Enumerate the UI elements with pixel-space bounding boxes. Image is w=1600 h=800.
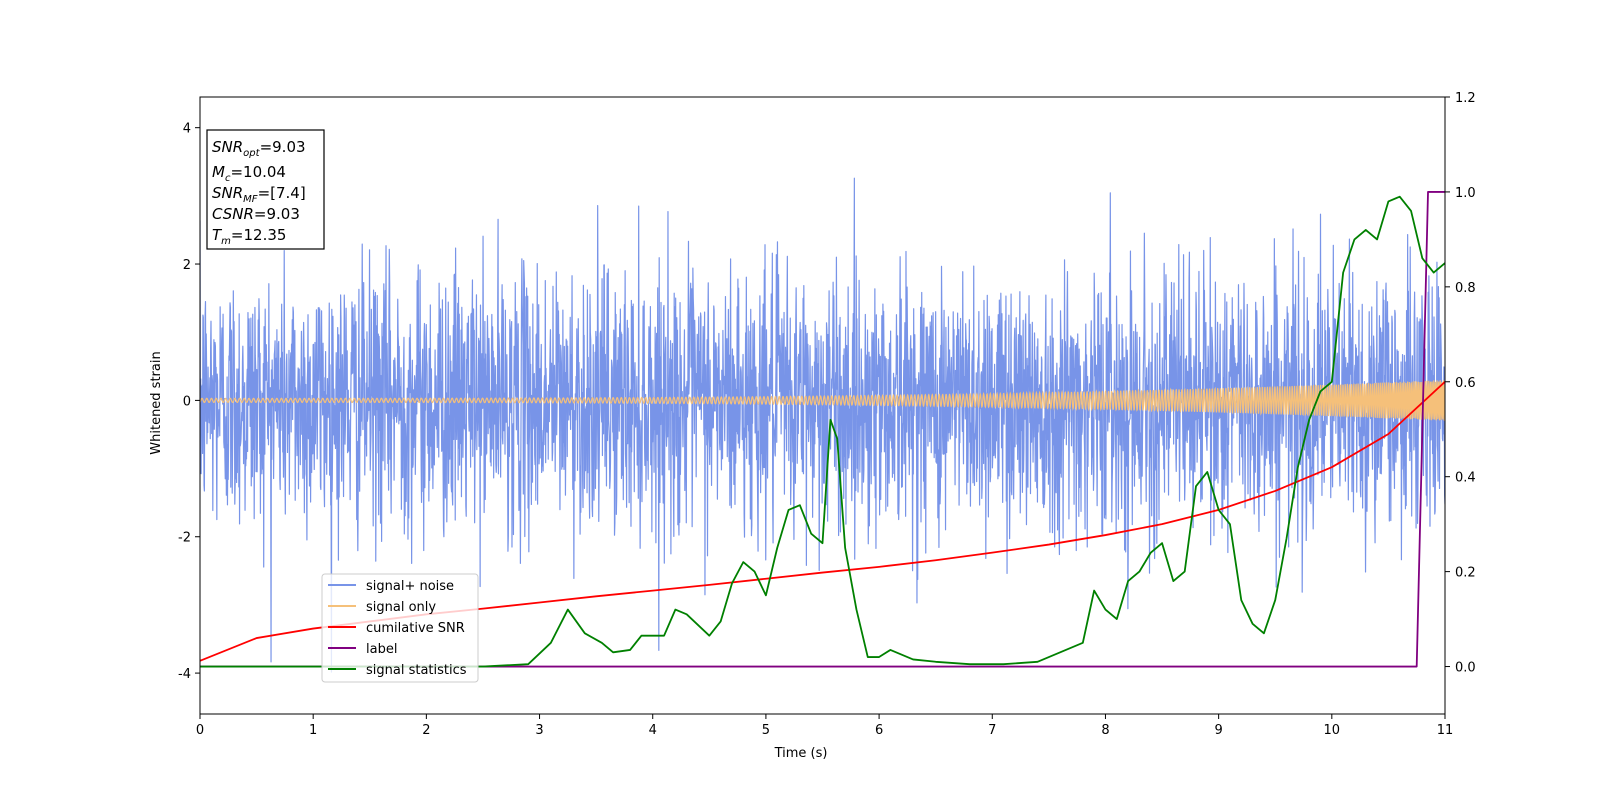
y-axis-label: Whitened strain [149,351,164,454]
x-tick-label: 1 [309,723,317,738]
info-snr-mf: SNRMF=[7.4] [212,184,306,205]
x-tick-label: 7 [988,723,996,738]
info-csnr: CSNR=9.03 [212,205,300,223]
left-y-ticks: 4 2 0 -2 -4 [178,122,200,682]
info-tm: Tm=12.35 [212,226,286,247]
y-left-tick-label: 0 [183,394,191,409]
info-mc: Mc=10.04 [212,163,286,184]
y-right-tick-label: 0.2 [1455,566,1476,581]
legend-label: signal only [366,600,436,615]
right-y-ticks: 1.2 1.0 0.8 0.6 0.4 0.2 0.0 [1445,91,1476,676]
y-right-tick-label: 0.8 [1455,281,1476,296]
x-tick-label: 5 [762,723,770,738]
x-tick-label: 9 [1214,723,1222,738]
x-tick-label: 2 [422,723,430,738]
plot-frame [199,96,1446,715]
y-right-tick-label: 0.4 [1455,471,1476,486]
x-tick-label: 11 [1437,723,1454,738]
legend-label: label [366,642,397,657]
axes [199,96,1446,715]
y-right-tick-label: 1.0 [1455,186,1476,201]
series-signal-statistics [200,195,1445,668]
x-tick-label: 3 [535,723,543,738]
info-snr-opt: SNRopt=9.03 [212,138,306,159]
legend-label: signal+ noise [366,579,454,594]
info-box-frame [206,129,325,250]
y-left-tick-label: -2 [178,531,191,546]
y-right-tick-label: 1.2 [1455,91,1476,106]
y-left-tick-label: 2 [183,258,191,273]
y-left-tick-label: -4 [178,667,191,682]
x-tick-label: 0 [196,723,204,738]
x-axis-label: Time (s) [774,746,828,761]
legend-label: cumilative SNR [366,621,465,636]
x-ticks: 0 1 2 3 4 5 6 7 8 9 10 11 [196,714,1453,738]
legend-frame [321,573,479,683]
x-tick-label: 8 [1101,723,1109,738]
x-tick-label: 10 [1324,723,1341,738]
series-signal-plus-noise [200,177,1445,673]
series-signal-only [200,379,1445,421]
y-left-tick-label: 4 [183,122,191,137]
series-label [200,191,1445,668]
legend: signal+ noise signal only cumilative SNR la… [321,573,479,683]
x-tick-label: 6 [875,723,883,738]
y-right-tick-label: 0.0 [1455,661,1476,676]
legend-label: signal statistics [366,663,467,678]
x-tick-label: 4 [649,723,657,738]
y-right-tick-label: 0.6 [1455,376,1476,391]
